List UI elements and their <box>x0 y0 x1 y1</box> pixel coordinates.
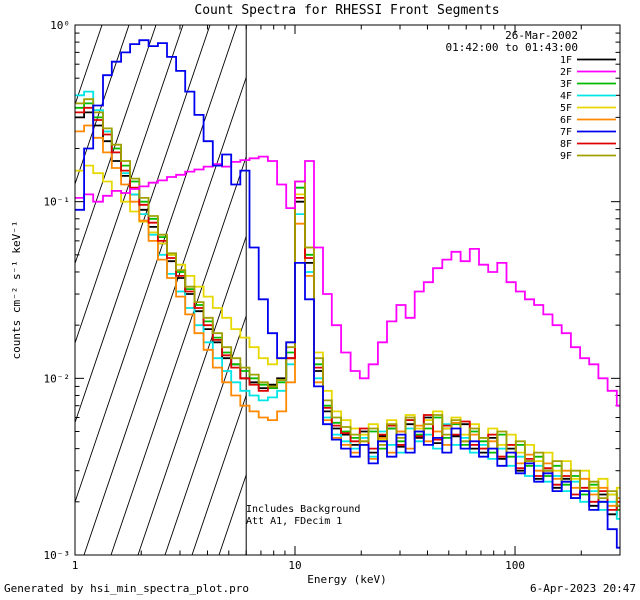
x-tick-label: 100 <box>505 559 525 572</box>
hatch-line <box>164 314 247 555</box>
series-line-2F <box>75 155 620 407</box>
y-tick-label: 10⁻² <box>44 372 71 385</box>
hatch-line <box>75 25 130 186</box>
legend-label-9F: 9F <box>560 151 572 162</box>
hatch-line <box>75 25 211 424</box>
hatch-region <box>75 25 247 555</box>
y-tick-label: 10⁻³ <box>44 549 71 562</box>
legend-label-6F: 6F <box>560 115 572 126</box>
legend-label-7F: 7F <box>560 127 572 138</box>
date-label: 26-Mar-2002 <box>505 29 578 42</box>
series-lines <box>75 39 620 549</box>
x-tick-label: 1 <box>72 559 79 572</box>
time-range-label: 01:42:00 to 01:43:00 <box>446 41 578 54</box>
plot-border <box>74 24 621 556</box>
legend-label-4F: 4F <box>560 91 572 102</box>
legend-label-3F: 3F <box>560 79 572 90</box>
hatch-line <box>191 394 247 555</box>
hatch-line <box>83 76 247 555</box>
hatch-line <box>110 155 247 555</box>
x-tick-label: 10 <box>288 559 301 572</box>
legend-label-2F: 2F <box>560 67 572 78</box>
hatch-line <box>75 25 184 345</box>
x-axis-label: Energy (keV) <box>307 573 386 586</box>
att-fdecim-label: Att A1, FDecim 1 <box>246 516 342 527</box>
includes-background-label: Includes Background <box>246 504 360 515</box>
hatch-line <box>75 25 238 504</box>
series-line-9F <box>75 98 620 507</box>
series-line-7F <box>75 39 620 549</box>
hatch-line <box>75 25 157 265</box>
legend-label-1F: 1F <box>560 55 572 66</box>
y-tick-label: 10⁻¹ <box>44 196 71 209</box>
chart-title: Count Spectra for RHESSI Front Segments <box>194 3 499 18</box>
footer-print-date: 6-Apr-2023 20:47 <box>530 582 636 595</box>
legend-label-8F: 8F <box>560 139 572 150</box>
y-tick-label: 10⁰ <box>50 19 70 32</box>
y-axis-label: counts cm⁻² s⁻¹ keV⁻¹ <box>10 220 23 359</box>
legend-label-5F: 5F <box>560 103 572 114</box>
hatch-line <box>137 235 247 555</box>
footer-generated-by: Generated by hsi_min_spectra_plot.pro <box>4 582 249 595</box>
